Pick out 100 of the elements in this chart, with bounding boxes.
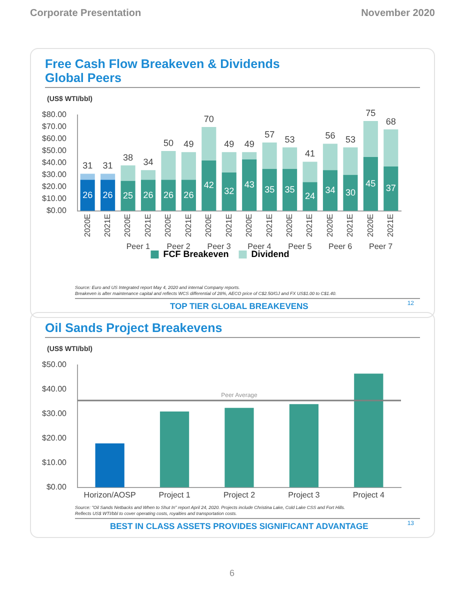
bar: [242, 159, 257, 211]
x-tick-label: 2021E: [143, 214, 152, 238]
y-tick-label: $70.00: [42, 122, 68, 132]
chart-subtitle: Global Peers: [45, 71, 122, 85]
x-tick-label: 2020E: [204, 214, 214, 238]
x-tick-label: 2020E: [325, 214, 334, 238]
total-label: 53: [345, 134, 356, 144]
bar: [160, 412, 190, 488]
bar: [80, 180, 95, 211]
text: Peer 6: [328, 242, 353, 252]
total-label: 56: [325, 130, 336, 141]
data-label: 26: [143, 190, 154, 200]
x-tick-label: 2021E: [184, 214, 193, 238]
y-tick-label: $0.00: [46, 206, 68, 216]
data-label: 32: [224, 186, 234, 196]
text: Corporate Presentation: [30, 8, 142, 19]
x-tick-label: 2020E: [284, 214, 294, 238]
x-tick-label: Project 4: [352, 490, 385, 500]
data-label: 26: [163, 190, 174, 200]
bar: [384, 129, 398, 167]
text: Peer 5: [288, 242, 312, 252]
y-tick-label: $80.00: [42, 110, 68, 120]
data-label: 35: [284, 184, 295, 194]
data-label: 35: [264, 184, 275, 194]
bar: [95, 443, 124, 488]
y-tick-label: $50.00: [42, 360, 68, 370]
bar: [262, 142, 277, 169]
y-tick-label: $40.00: [42, 158, 68, 168]
bar: [161, 180, 176, 211]
text: November 2020: [361, 8, 435, 19]
bar: [354, 374, 384, 488]
total-label: 31: [82, 160, 93, 171]
x-tick-label: 2021E: [346, 214, 355, 238]
bar: [120, 180, 136, 211]
total-label: 70: [204, 114, 214, 124]
data-label: 37: [386, 183, 396, 194]
bar: [302, 162, 318, 182]
text: Peer 7: [368, 242, 394, 252]
bar: [363, 156, 378, 211]
data-label: 42: [204, 180, 214, 190]
bar: [384, 166, 398, 211]
y-tick-label: $10.00: [42, 194, 68, 204]
bar: [181, 180, 196, 211]
text: Peer 3: [207, 242, 232, 252]
x-tick-label: 2021E: [264, 214, 274, 238]
y-tick-label: $40.00: [42, 384, 68, 394]
data-label: 25: [123, 190, 134, 200]
x-tick-label: 2021E: [386, 214, 396, 238]
text: 6: [228, 568, 236, 578]
data-label: 30: [345, 187, 356, 198]
data-label: 45: [366, 178, 376, 188]
bar: [140, 170, 156, 180]
data-label: 26: [184, 190, 194, 200]
bar: [80, 174, 95, 180]
legend-label: FCF Breakeven: [163, 248, 229, 259]
x-tick-label: 2020E: [366, 214, 375, 238]
chart-title: Oil Sands Project Breakevens: [45, 321, 420, 335]
bar: [363, 120, 378, 157]
data-label: 34: [325, 184, 336, 195]
bar: [161, 150, 176, 180]
legend-label: Dividend: [251, 248, 290, 259]
x-tick-label: Project 3: [288, 490, 320, 500]
bar: [322, 170, 338, 211]
text: BEST IN CLASS ASSETS PROVIDES SIGNIFICANT ADVANTAGE: [108, 521, 370, 531]
bar: [262, 168, 277, 211]
y-tick-label: $60.00: [42, 134, 68, 144]
total-label: 49: [184, 139, 194, 150]
bar: [202, 160, 216, 211]
bar: [222, 152, 236, 173]
data-label: 43: [244, 180, 254, 190]
total-label: 49: [224, 139, 234, 150]
x-tick-label: 2020E: [164, 214, 173, 238]
bar: [302, 182, 318, 211]
y-tick-label: $10.00: [42, 458, 68, 468]
bar: [242, 152, 257, 160]
x-tick-label: Project 2: [223, 490, 256, 500]
text: Peer 1: [126, 242, 150, 252]
total-label: 34: [143, 157, 154, 168]
bar: [222, 172, 236, 211]
total-label: 31: [102, 160, 113, 171]
data-label: 26: [102, 190, 113, 200]
total-label: 53: [284, 134, 295, 144]
text: TOP TIER GLOBAL BREAKEVENS: [168, 301, 310, 311]
x-tick-label: 2021E: [103, 214, 112, 238]
bar: [181, 152, 196, 180]
y-tick-label: $20.00: [42, 182, 68, 192]
x-tick-label: 2021E: [305, 214, 314, 238]
bar: [140, 180, 156, 211]
data-label: 26: [82, 190, 93, 200]
bar: [100, 180, 116, 211]
data-label: 24: [305, 190, 316, 201]
bar: [289, 404, 318, 488]
bar: [224, 408, 254, 488]
x-tick-label: 2020E: [123, 214, 132, 238]
y-tick-label: $30.00: [42, 409, 68, 418]
x-tick-label: Horizon/AOSP: [84, 490, 136, 500]
text: Peer 2: [166, 242, 191, 252]
bar: [343, 147, 358, 175]
y-tick-label: $20.00: [42, 434, 68, 443]
x-tick-label: 2021E: [224, 214, 234, 238]
